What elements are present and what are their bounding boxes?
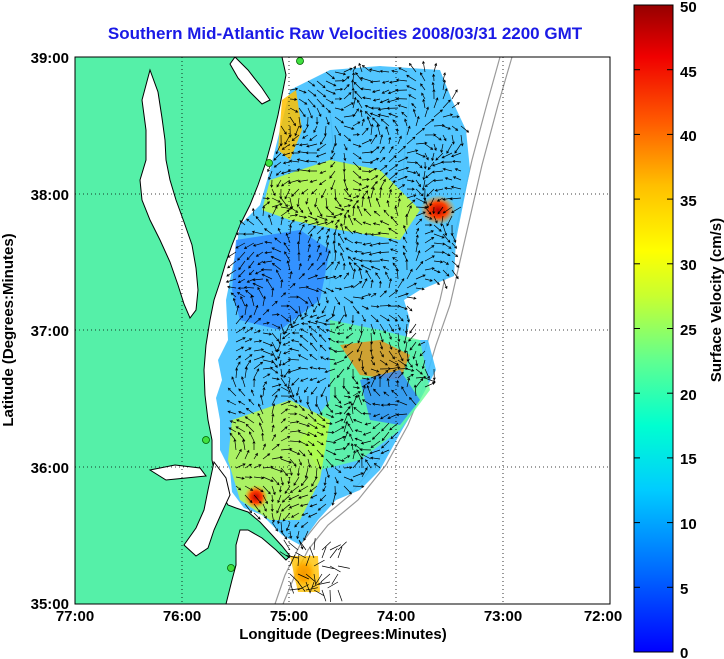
plot-title: Southern Mid-Atlantic Raw Velocities 200…	[107, 24, 583, 43]
y-tick-label: 38:00	[31, 187, 69, 204]
y-tick-label: 36:00	[31, 460, 69, 477]
colorbar-tick-label: 35	[680, 193, 697, 210]
colorbar-tick-label: 20	[680, 387, 697, 404]
x-axis: 77:00 76:00 75:00 74:00 73:00 72:00 Long…	[56, 608, 622, 643]
colorbar-tick-label: 15	[680, 451, 697, 468]
radar-site-marker	[296, 57, 304, 65]
x-tick-label: 73:00	[484, 608, 522, 625]
x-tick-label: 77:00	[56, 608, 94, 625]
colorbar-tick-label: 30	[680, 257, 697, 274]
x-tick-label: 75:00	[270, 608, 308, 625]
colorbar-tick-label: 0	[680, 645, 688, 659]
vector-arrows	[225, 60, 470, 603]
colorbar-tick-label: 40	[680, 128, 697, 145]
albemarle-sound	[148, 464, 207, 481]
colorbar-gradient	[633, 4, 674, 653]
y-tick-label: 39:00	[31, 50, 69, 67]
colorbar-tick-label: 50	[680, 0, 697, 16]
y-axis-label: Latitude (Degrees:Minutes)	[0, 233, 17, 426]
x-axis-label: Longitude (Degrees:Minutes)	[239, 626, 447, 643]
y-tick-label: 35:00	[31, 596, 69, 613]
colorbar-tick-label: 5	[680, 581, 688, 598]
radar-site-marker	[265, 159, 273, 167]
velocity-vectors	[225, 60, 470, 603]
pamlico-sound	[183, 460, 231, 557]
colorbar-tick-label: 10	[680, 516, 697, 533]
x-tick-label: 76:00	[163, 608, 201, 625]
colorbar-tick-label: 45	[680, 64, 697, 81]
radar-sites	[202, 57, 304, 572]
radar-site-marker	[202, 436, 210, 444]
radar-site-marker	[227, 564, 235, 572]
chesapeake-bay	[139, 68, 199, 319]
delaware-bay	[229, 57, 271, 105]
y-tick-label: 37:00	[31, 323, 69, 340]
y-axis: 39:00 38:00 37:00 36:00 35:00 Latitude (…	[0, 50, 69, 613]
colorbar-label: Surface Velocity (cm/s)	[708, 218, 724, 382]
x-tick-label: 72:00	[584, 608, 622, 625]
x-tick-label: 74:00	[377, 608, 415, 625]
land-mass	[75, 57, 291, 604]
colorbar: 0 5 10 15 20 25 30 35 40 45 50 Surface V…	[633, 0, 724, 659]
colorbar-tick-label: 25	[680, 322, 697, 339]
velocity-field	[216, 66, 470, 592]
